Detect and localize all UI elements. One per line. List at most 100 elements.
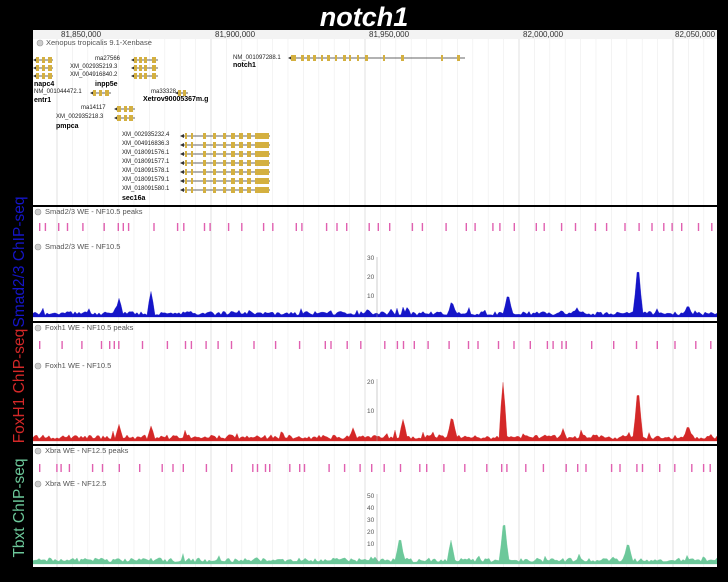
exon	[255, 187, 269, 193]
peak-mark	[659, 464, 661, 472]
gene-label[interactable]: NM_001044472.1	[34, 89, 82, 95]
gene-label[interactable]: Xetrov90005367m.g	[143, 96, 208, 103]
exon	[307, 55, 310, 61]
peak-mark	[419, 464, 421, 472]
peak-mark	[565, 341, 567, 349]
exon	[203, 187, 206, 193]
y-tick-label: 50	[367, 493, 375, 500]
gene-label[interactable]: entr1	[34, 97, 51, 104]
ruler-bar[interactable]	[33, 30, 717, 39]
peak-mark	[695, 341, 697, 349]
gene-label[interactable]: sec16a	[122, 195, 145, 202]
peak-mark	[153, 223, 155, 231]
exon	[185, 160, 187, 166]
track-toggle-icon[interactable]	[34, 243, 42, 251]
peak-mark	[389, 223, 391, 231]
gene-label[interactable]: ma33328	[151, 89, 177, 95]
exon	[144, 65, 147, 71]
track-toggle-icon[interactable]	[34, 208, 42, 216]
peak-mark	[166, 341, 169, 349]
gene-label[interactable]: napc4	[34, 81, 54, 88]
exon	[239, 169, 243, 175]
peak-mark	[384, 341, 386, 349]
gene-label[interactable]: XM_004916840.2	[70, 72, 118, 78]
peak-mark	[641, 464, 644, 472]
gene-label[interactable]: XM_004916836.3	[122, 141, 170, 147]
peak-mark	[443, 464, 445, 472]
peak-mark	[66, 223, 69, 231]
exon	[42, 57, 45, 63]
exon	[223, 133, 226, 139]
gene-label[interactable]: ma27566	[95, 56, 121, 62]
peak-mark	[118, 464, 120, 472]
exon	[185, 187, 187, 193]
exon	[213, 133, 216, 139]
y-tick-label: 30	[367, 517, 375, 524]
gene-label[interactable]: XM_018091576.1	[122, 150, 170, 156]
peak-mark	[343, 464, 346, 472]
peak-mark	[574, 223, 577, 231]
peak-mark	[671, 223, 673, 231]
gene-label[interactable]: ma14117	[81, 105, 106, 111]
foxh1-panel-svg: Foxh1 WE - NF10.5 peaks Foxh1 WE - NF10.…	[33, 323, 717, 444]
exon	[191, 169, 193, 175]
exon	[152, 65, 156, 71]
gene-label[interactable]: notch1	[233, 62, 256, 69]
exon	[129, 106, 133, 112]
peak-mark	[681, 223, 683, 231]
peak-mark	[499, 223, 501, 231]
gene-label[interactable]: XM_018091578.1	[122, 168, 170, 174]
peak-mark	[39, 464, 41, 472]
exon	[231, 187, 235, 193]
exon	[247, 160, 251, 166]
exon	[247, 151, 251, 157]
peak-mark	[709, 464, 711, 472]
y-tick-label: 20	[367, 274, 375, 281]
gene-label[interactable]: NM_001097288.1	[233, 55, 281, 61]
exon	[134, 73, 137, 79]
exon	[185, 169, 187, 175]
exon	[48, 73, 52, 79]
gene-label[interactable]: XM_002935232.4	[122, 132, 170, 138]
exon	[327, 55, 330, 61]
gene-label[interactable]: XM_018091579.1	[122, 177, 170, 183]
exon	[129, 115, 133, 121]
track-toggle-icon[interactable]	[34, 362, 42, 370]
peak-mark	[113, 341, 115, 349]
peak-mark	[256, 464, 259, 472]
exon	[213, 151, 216, 157]
peak-mark	[44, 223, 47, 231]
gene-label[interactable]: XM_002935218.3	[56, 114, 104, 120]
exon	[213, 142, 216, 148]
track-toggle-icon[interactable]	[34, 480, 42, 488]
exon	[36, 57, 39, 63]
peak-mark	[289, 464, 291, 472]
exon	[134, 57, 137, 63]
peak-mark	[230, 341, 233, 349]
exon	[223, 151, 226, 157]
exon	[185, 142, 187, 148]
exon	[255, 142, 269, 148]
exon	[134, 65, 137, 71]
gene-label[interactable]: XM_018091580.1	[122, 186, 170, 192]
peak-mark	[591, 341, 593, 349]
track-toggle-icon[interactable]	[34, 324, 42, 332]
gene-label[interactable]: XM_018091577.1	[122, 159, 170, 165]
peak-mark	[274, 341, 277, 349]
exon	[247, 187, 251, 193]
gene-label[interactable]: pmpca	[56, 123, 79, 130]
peak-mark	[346, 341, 348, 349]
track-toggle-icon[interactable]	[34, 447, 42, 455]
track-toggle-icon[interactable]	[36, 39, 44, 47]
exon	[178, 90, 181, 96]
gene-label[interactable]: XM_002935219.3	[70, 64, 118, 70]
strand-arrow-icon	[180, 161, 184, 165]
exon	[48, 57, 52, 63]
peak-mark	[172, 464, 174, 472]
exon	[42, 73, 45, 79]
peak-mark	[190, 341, 193, 349]
peaks-track	[39, 341, 712, 349]
gene-label[interactable]: inpp5e	[95, 81, 118, 88]
exon	[231, 169, 235, 175]
exon	[231, 178, 235, 184]
